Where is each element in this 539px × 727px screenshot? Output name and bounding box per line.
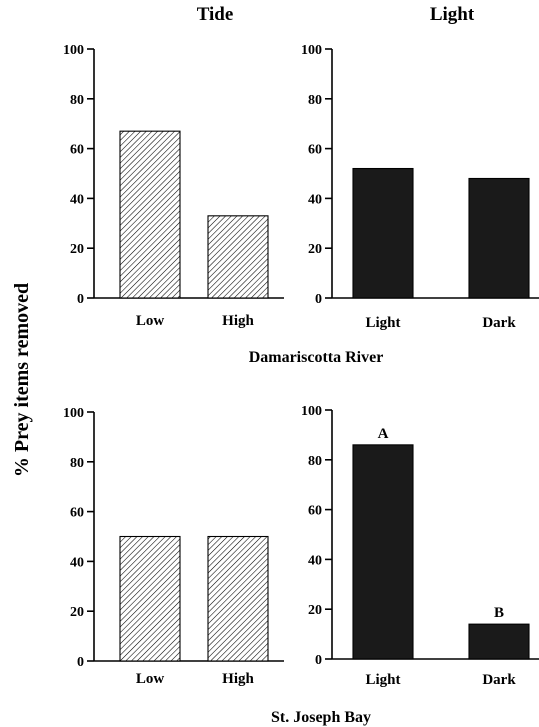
y-tick-label: 60 — [308, 143, 322, 158]
panel-st-joseph-light: 0 20 40 60 80 100 Light A Dark B — [301, 404, 539, 688]
row-label-damariscotta-river: Damariscotta River — [249, 349, 384, 366]
y-tick-label: 40 — [70, 192, 84, 207]
bar-data-label: B — [494, 605, 504, 621]
y-tick-label: 100 — [301, 43, 322, 58]
y-tick-label: 40 — [308, 192, 322, 207]
y-tick-label: 100 — [301, 404, 322, 419]
y-tick-label: 0 — [77, 292, 84, 307]
bar — [468, 623, 530, 660]
y-tick-label: 60 — [70, 506, 84, 521]
x-category-label: Low — [136, 671, 165, 687]
y-tick-label: 20 — [308, 242, 322, 257]
x-category-label: Light — [365, 672, 400, 688]
y-tick-label: 20 — [70, 242, 84, 257]
y-tick-label: 80 — [70, 93, 84, 108]
y-tick-label: 80 — [308, 93, 322, 108]
x-category-label: Light — [365, 315, 400, 331]
bar — [352, 444, 414, 660]
row-label-st-joseph-bay: St. Joseph Bay — [271, 709, 371, 726]
y-tick-label: 40 — [70, 555, 84, 570]
y-tick-label: 0 — [315, 653, 322, 668]
panel-damariscotta-tide: 0 20 40 60 80 100 Low High — [63, 43, 284, 329]
bar — [468, 177, 530, 299]
y-tick-label: 20 — [308, 603, 322, 618]
panel-damariscotta-light: 0 20 40 60 80 100 Light Dark — [301, 43, 539, 331]
y-axis-label: % Prey items removed — [11, 283, 33, 477]
x-category-label: High — [222, 313, 254, 329]
bar — [207, 535, 269, 662]
x-category-label: Dark — [482, 315, 516, 331]
x-category-label: High — [222, 671, 254, 687]
y-tick-label: 60 — [70, 143, 84, 158]
y-tick-label: 80 — [70, 456, 84, 471]
bar — [352, 167, 414, 299]
bar — [119, 535, 181, 662]
x-category-label: Low — [136, 313, 165, 329]
bar — [207, 215, 269, 299]
panel-st-joseph-tide: 0 20 40 60 80 100 Low High — [63, 406, 284, 687]
y-tick-label: 80 — [308, 454, 322, 469]
x-category-label: Dark — [482, 672, 516, 688]
y-tick-label: 0 — [315, 292, 322, 307]
column-title-tide: Tide — [197, 4, 234, 25]
y-tick-label: 100 — [63, 43, 84, 58]
y-tick-label: 0 — [77, 655, 84, 670]
bar-data-label: A — [378, 426, 389, 442]
y-tick-label: 100 — [63, 406, 84, 421]
y-tick-label: 40 — [308, 553, 322, 568]
bar — [119, 130, 181, 299]
y-tick-label: 60 — [308, 504, 322, 519]
y-tick-label: 20 — [70, 605, 84, 620]
column-title-light: Light — [430, 4, 475, 25]
